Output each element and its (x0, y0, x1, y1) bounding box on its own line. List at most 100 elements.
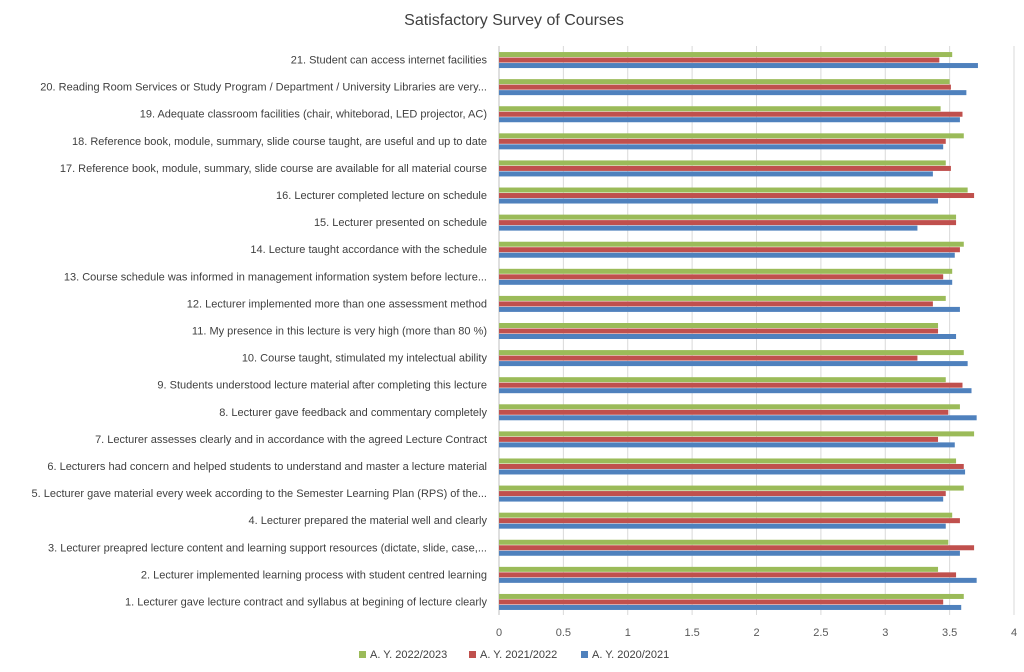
bar-3-cat-16 (499, 198, 939, 204)
category-label: 5. Lecturer gave material every week acc… (31, 488, 487, 500)
bar-2-cat-12 (499, 301, 933, 307)
bar-1-cat-3 (499, 539, 949, 545)
bar-2-cat-13 (499, 274, 944, 280)
category-label: 1. Lecturer gave lecture contract and sy… (125, 596, 487, 608)
bar-2-cat-2 (499, 572, 957, 578)
bar-3-cat-15 (499, 225, 918, 231)
category-label: 18. Reference book, module, summary, sli… (72, 136, 487, 148)
bar-2-cat-3 (499, 545, 975, 551)
bar-1-cat-20 (499, 79, 950, 85)
category-label: 6. Lecturers had concern and helped stud… (47, 461, 487, 473)
bar-3-cat-19 (499, 117, 960, 123)
legend: A. Y. 2022/2023 A. Y. 2021/2022 A. Y. 2020… (359, 649, 669, 661)
category-label: 10. Course taught, stimulated my intelec… (242, 353, 488, 365)
bar-1-cat-7 (499, 431, 975, 437)
bar-2-cat-5 (499, 491, 946, 497)
category-label: 16. Lecturer completed lecture on schedu… (276, 190, 487, 202)
x-tick-label: 1.5 (684, 627, 699, 639)
bar-2-cat-7 (499, 436, 939, 442)
x-tick-label: 3 (882, 627, 888, 639)
legend-label: A. Y. 2021/2022 (480, 649, 557, 661)
bar-1-cat-10 (499, 350, 964, 356)
category-label: 11. My presence in this lecture is very … (192, 326, 487, 338)
bar-1-cat-13 (499, 268, 953, 274)
legend-swatch (469, 651, 476, 658)
legend-swatch (581, 651, 588, 658)
bar-3-cat-18 (499, 144, 944, 150)
bar-3-cat-11 (499, 334, 957, 339)
category-label: 9. Students understood lecture material … (157, 380, 487, 392)
category-label: 14. Lecture taught accordance with the s… (250, 244, 487, 256)
bar-1-cat-19 (499, 106, 941, 112)
bar-3-cat-2 (499, 577, 977, 583)
bar-3-cat-7 (499, 442, 955, 448)
bar-1-cat-15 (499, 214, 957, 220)
category-label: 12. Lecturer implemented more than one a… (187, 298, 487, 310)
bar-1-cat-2 (499, 566, 939, 572)
category-label: 2. Lecturer implemented learning process… (141, 569, 487, 581)
category-label: 21. Student can access internet faciliti… (291, 55, 488, 67)
category-label: 17. Reference book, module, summary, sli… (60, 163, 487, 175)
bar-3-cat-14 (499, 252, 955, 258)
bar-1-cat-1 (499, 593, 964, 599)
bar-2-cat-6 (499, 463, 964, 469)
bar-2-cat-19 (499, 111, 963, 117)
bar-3-cat-4 (499, 523, 946, 529)
bar-1-cat-4 (499, 512, 953, 518)
bar-1-cat-8 (499, 404, 960, 410)
legend-label: A. Y. 2020/2021 (592, 649, 669, 661)
bar-1-cat-6 (499, 458, 957, 464)
x-tick-label: 2 (753, 627, 759, 639)
bar-3-cat-12 (499, 306, 960, 312)
x-axis-tick-labels: 0 0.5 1 1.5 2 2.5 3 3.5 4 (496, 627, 1017, 639)
bar-3-cat-17 (499, 171, 933, 177)
x-tick-label: 1 (625, 627, 631, 639)
category-label: 15. Lecturer presented on schedule (314, 217, 487, 229)
bar-1-cat-17 (499, 160, 946, 166)
legend-swatch (359, 651, 366, 658)
bars (499, 52, 978, 610)
bar-3-cat-9 (499, 388, 972, 394)
bar-2-cat-1 (499, 599, 944, 605)
x-tick-label: 0 (496, 627, 502, 639)
bar-3-cat-10 (499, 361, 968, 367)
bar-1-cat-9 (499, 377, 946, 383)
bar-2-cat-21 (499, 57, 940, 63)
x-tick-label: 4 (1011, 627, 1017, 639)
bar-3-cat-21 (499, 63, 978, 69)
bar-2-cat-16 (499, 193, 975, 199)
chart-title: Satisfactory Survey of Courses (404, 12, 624, 29)
bar-1-cat-16 (499, 187, 968, 193)
bar-3-cat-6 (499, 469, 966, 475)
bar-1-cat-21 (499, 52, 953, 58)
bar-3-cat-20 (499, 90, 967, 96)
category-label: 3. Lecturer preapred lecture content and… (48, 542, 487, 554)
x-tick-label: 3.5 (942, 627, 957, 639)
x-tick-label: 0.5 (556, 627, 571, 639)
bar-3-cat-8 (499, 415, 977, 421)
category-label: 13. Course schedule was informed in mana… (64, 271, 487, 283)
bar-2-cat-17 (499, 165, 951, 171)
bar-1-cat-18 (499, 133, 964, 139)
category-label: 4. Lecturer prepared the material well a… (249, 515, 488, 527)
category-labels: 1. Lecturer gave lecture contract and sy… (31, 55, 487, 609)
bar-2-cat-9 (499, 382, 963, 388)
bar-2-cat-10 (499, 355, 918, 361)
bar-2-cat-18 (499, 138, 946, 144)
bar-2-cat-4 (499, 518, 960, 524)
category-label: 8. Lecturer gave feedback and commentary… (219, 407, 487, 419)
bar-3-cat-3 (499, 550, 960, 556)
bar-2-cat-8 (499, 409, 949, 415)
bar-3-cat-13 (499, 279, 953, 285)
legend-label: A. Y. 2022/2023 (370, 649, 447, 661)
bar-1-cat-14 (499, 241, 964, 247)
bar-3-cat-5 (499, 496, 944, 502)
bar-2-cat-14 (499, 247, 960, 253)
category-label: 20. Reading Room Services or Study Progr… (40, 82, 487, 94)
bar-2-cat-20 (499, 84, 951, 90)
x-tick-label: 2.5 (813, 627, 828, 639)
bar-1-cat-11 (499, 323, 939, 328)
bar-1-cat-12 (499, 295, 946, 301)
